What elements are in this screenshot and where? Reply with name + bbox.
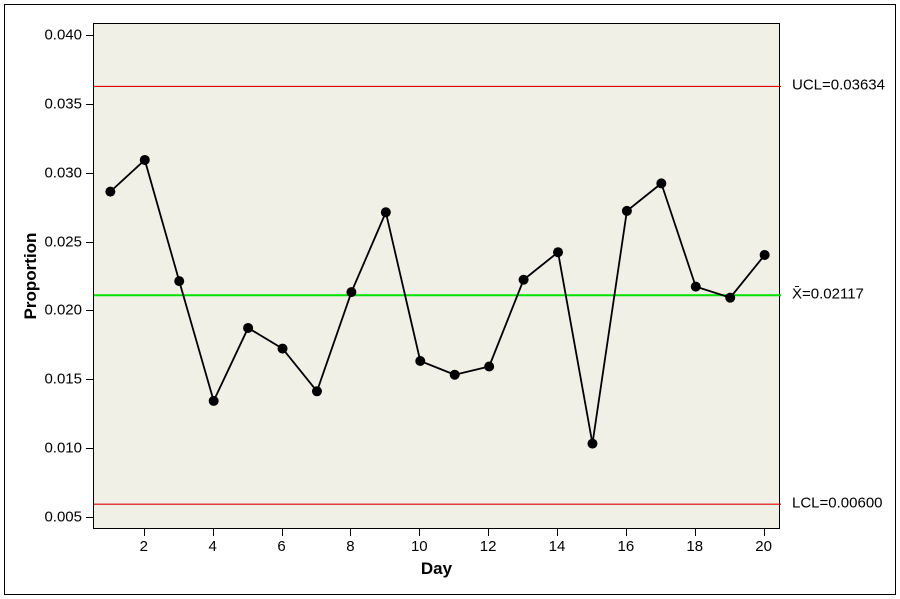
y-tick-label: 0.015 [44,371,82,388]
y-tick-mark [86,35,93,36]
x-tick-label: 10 [411,538,428,555]
data-point [415,356,425,366]
x-tick-mark [282,529,283,536]
y-tick-label: 0.010 [44,440,82,457]
x-tick-mark [488,529,489,536]
y-tick-mark [86,310,93,311]
data-point [691,282,701,292]
y-tick-mark [86,517,93,518]
data-point [519,275,529,285]
data-point [450,370,460,380]
x-tick-label: 4 [208,538,216,555]
x-tick-mark [213,529,214,536]
data-point [656,178,666,188]
y-tick-mark [86,173,93,174]
data-point [760,250,770,260]
x-tick-mark [695,529,696,536]
x-tick-label: 6 [277,538,285,555]
x-tick-label: 12 [480,538,497,555]
data-point [346,287,356,297]
x-tick-mark [764,529,765,536]
ucl-label: UCL=0.03634 [792,77,885,94]
data-point [381,207,391,217]
plot-area [93,23,780,529]
y-tick-mark [86,242,93,243]
plot-svg [94,24,781,530]
x-tick-mark [350,529,351,536]
y-tick-mark [86,379,93,380]
data-point [725,293,735,303]
y-tick-label: 0.020 [44,302,82,319]
chart-frame: 0.005 0.010 0.015 0.020 0.025 0.030 0.035 0.040… [4,4,896,595]
x-tick-mark [626,529,627,536]
data-point [174,276,184,286]
x-tick-mark [144,529,145,536]
x-tick-mark [419,529,420,536]
x-axis-title: Day [421,559,452,579]
data-point [140,155,150,165]
y-tick-label: 0.005 [44,508,82,525]
x-tick-label: 16 [618,538,635,555]
data-point [484,361,494,371]
y-tick-label: 0.030 [44,164,82,181]
y-tick-mark [86,448,93,449]
y-tick-label: 0.025 [44,233,82,250]
x-tick-label: 14 [549,538,566,555]
x-tick-label: 2 [140,538,148,555]
y-tick-label: 0.035 [44,95,82,112]
y-tick-label: 0.040 [44,27,82,44]
data-point [105,187,115,197]
data-point [587,439,597,449]
data-point [278,344,288,354]
y-axis-title: Proportion [21,233,41,320]
x-tick-label: 18 [686,538,703,555]
lcl-label: LCL=0.00600 [792,495,883,512]
data-line [110,160,764,444]
data-point [553,247,563,257]
x-tick-label: 8 [346,538,354,555]
data-point [622,206,632,216]
mean-label: X̄=0.02117 [792,286,864,303]
x-tick-mark [557,529,558,536]
data-point [243,323,253,333]
data-point [209,396,219,406]
data-point [312,386,322,396]
y-tick-mark [86,104,93,105]
x-tick-label: 20 [755,538,772,555]
